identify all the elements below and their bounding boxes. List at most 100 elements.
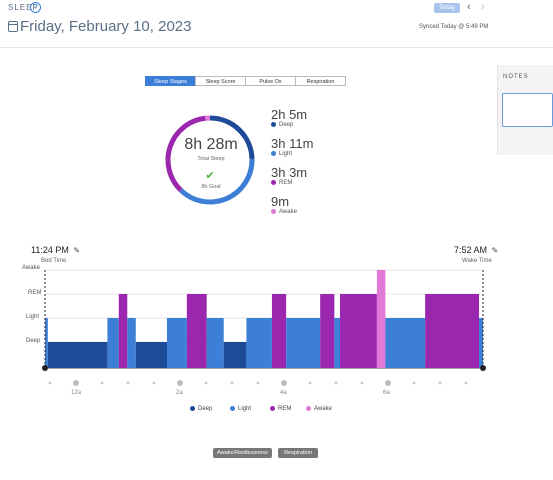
sync-status: Synced Today @ 5:49 PM: [419, 24, 489, 30]
x-label-4a: 4a: [280, 390, 287, 396]
x-tick-dot: [48, 381, 52, 385]
ring-arc-deep: [209, 115, 255, 160]
tab-respiration[interactable]: Respiration: [295, 76, 346, 86]
notes-label: NOTES: [503, 74, 529, 80]
x-tick-dot: [281, 380, 287, 386]
segment-light[interactable]: [45, 318, 48, 368]
segment-deep[interactable]: [135, 342, 167, 368]
stage-label: Awake: [279, 209, 297, 216]
awake-legend-icon: [306, 406, 311, 411]
segment-rem[interactable]: [186, 294, 207, 368]
x-tick-dot: [412, 381, 416, 385]
y-label-deep: Deep: [26, 338, 41, 344]
rem-legend-icon: [270, 406, 275, 411]
checkmark-icon: ✔: [205, 170, 215, 182]
total-sleep-label: Total Sleep: [197, 156, 225, 162]
bed-time-label: Bed Time: [41, 258, 67, 264]
segment-rem[interactable]: [118, 294, 128, 368]
tab-sleep-stages[interactable]: Sleep Stages: [145, 76, 196, 86]
x-label-6a: 6a: [383, 390, 390, 396]
x-tick-dot: [360, 381, 364, 385]
x-tick-dot: [438, 381, 442, 385]
segment-light[interactable]: [107, 318, 119, 368]
x-tick-dot: [152, 381, 156, 385]
segment-light[interactable]: [334, 318, 341, 368]
wake-time: 7:52 AM ✎ Wake Time: [454, 240, 498, 264]
legend-rem: REM: [270, 406, 291, 412]
stage-awake: 9m Awake: [271, 194, 297, 215]
page-title: Friday, February 10, 2023: [20, 18, 192, 35]
segment-deep[interactable]: [223, 342, 247, 368]
sleep-ring: [165, 115, 255, 205]
y-label-awake: Awake: [22, 265, 40, 271]
x-tick-dot: [204, 381, 208, 385]
stage-duration: 9m: [271, 194, 290, 209]
segment-rem[interactable]: [320, 294, 335, 368]
bed-time: 11:24 PM ✎ Bed Time: [31, 240, 80, 264]
goal-label: 8h Goal: [201, 184, 221, 190]
stage-rem: 3h 3m REM: [271, 165, 307, 186]
x-label-2a: 2a: [176, 390, 183, 396]
x-tick-dot: [126, 381, 130, 385]
light-dot-icon: [271, 151, 276, 156]
header-divider: [0, 47, 553, 48]
stage-label: REM: [279, 180, 293, 187]
stage-label: Deep: [279, 122, 294, 129]
y-label-light: Light: [26, 314, 40, 320]
segment-rem[interactable]: [271, 294, 287, 368]
calendar-icon[interactable]: [8, 21, 18, 32]
wake-time-handle[interactable]: [480, 365, 486, 371]
y-label-rem: REM: [28, 290, 42, 296]
x-tick-dot: [100, 381, 104, 385]
tab-sleep-score[interactable]: Sleep Score: [195, 76, 246, 86]
x-tick-dot: [73, 380, 79, 386]
segment-light[interactable]: [246, 318, 272, 368]
legend-label: Light: [238, 406, 252, 413]
deep-legend-icon: [190, 406, 195, 411]
segment-light[interactable]: [479, 318, 483, 368]
segment-deep[interactable]: [47, 342, 108, 368]
x-tick-dot: [464, 381, 468, 385]
segment-light[interactable]: [127, 318, 136, 368]
wake-time-value: 7:52 AM: [454, 245, 488, 255]
awake-restlessness-button[interactable]: Awake/Restlessness: [213, 448, 272, 458]
today-button[interactable]: Today: [434, 3, 460, 13]
ring-arc-light: [179, 158, 255, 205]
ring-arc-rem: [165, 115, 206, 193]
bed-time-handle[interactable]: [42, 365, 48, 371]
legend-awake: Awake: [306, 406, 332, 412]
stage-duration: 3h 11m: [271, 136, 314, 151]
view-tabs: Sleep Stages Sleep Score Pulse Ox Respir…: [145, 76, 346, 86]
x-tick-dot: [385, 380, 391, 386]
x-tick-dot: [308, 381, 312, 385]
prev-day-icon[interactable]: ‹: [467, 1, 471, 13]
segment-awake[interactable]: [376, 270, 386, 368]
help-icon[interactable]: ?: [30, 2, 41, 13]
respiration-button[interactable]: Respiration: [278, 448, 318, 458]
stage-label: Light: [279, 151, 293, 158]
legend-label: Awake: [314, 406, 332, 413]
segment-light[interactable]: [385, 318, 426, 368]
awake-dot-icon: [271, 209, 276, 214]
segment-rem[interactable]: [425, 294, 480, 368]
legend-light: Light: [230, 406, 251, 412]
x-tick-dot: [256, 381, 260, 385]
edit-bed-time-icon[interactable]: ✎: [73, 246, 81, 255]
next-day-icon[interactable]: ›: [481, 1, 485, 13]
tab-pulse-ox[interactable]: Pulse Ox: [245, 76, 296, 86]
notes-input[interactable]: [502, 93, 553, 127]
segment-light[interactable]: [166, 318, 187, 368]
x-label-12a: 12a: [71, 390, 82, 396]
segment-light[interactable]: [206, 318, 224, 368]
bed-time-value: 11:24 PM: [31, 245, 69, 255]
edit-wake-time-icon[interactable]: ✎: [491, 246, 499, 255]
x-tick-dot: [177, 380, 183, 386]
sleep-stages-chart: [42, 269, 486, 386]
segment-light[interactable]: [286, 318, 321, 368]
wake-time-label: Wake Time: [462, 258, 492, 264]
rem-dot-icon: [271, 180, 276, 185]
light-legend-icon: [230, 406, 235, 411]
legend-label: REM: [278, 406, 292, 413]
segment-rem[interactable]: [340, 294, 377, 368]
section-label: SLEEP: [8, 3, 39, 12]
